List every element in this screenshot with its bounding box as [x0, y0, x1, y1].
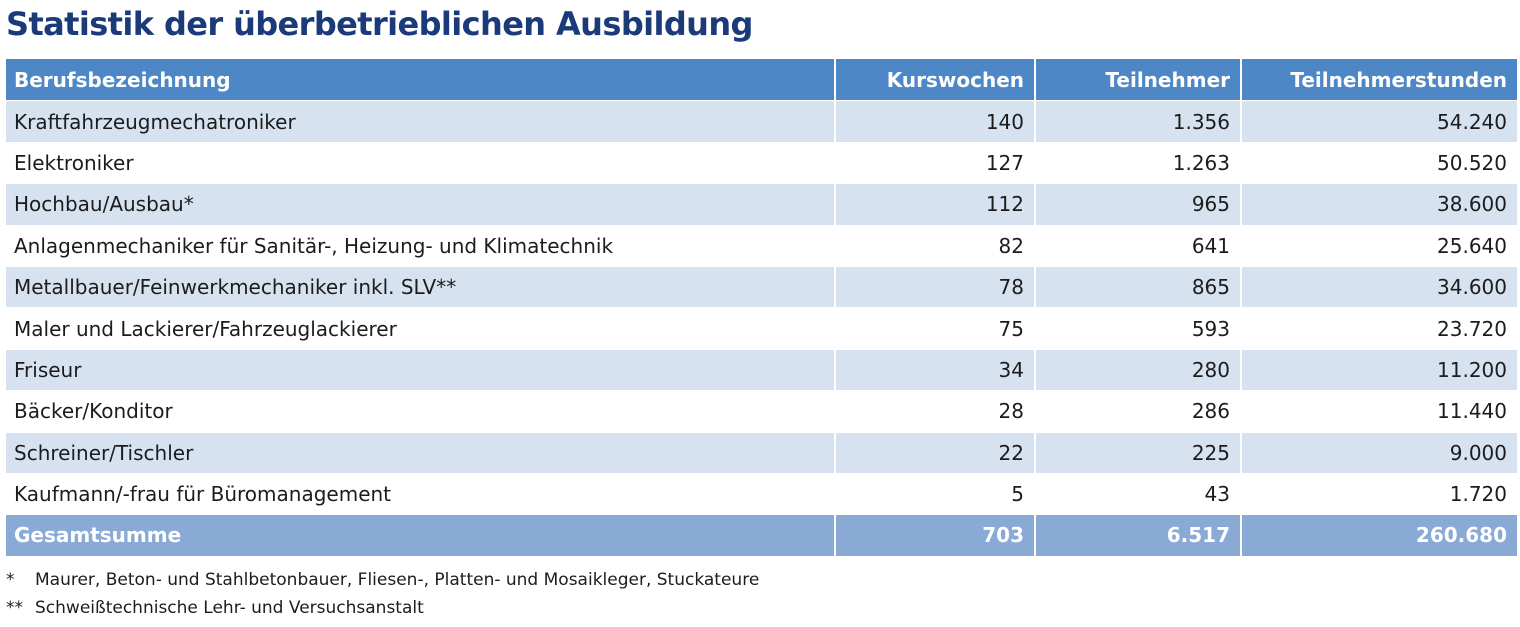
cell-teilnehmer: 641 — [1036, 224, 1242, 266]
footnote-1: * Maurer, Beton- und Stahlbetonbauer, Fl… — [6, 566, 759, 594]
table-row: Kaufmann/-frau für Büromanagement 5 43 1… — [6, 472, 1517, 515]
table-row: Metallbauer/Feinwerkmechaniker inkl. SLV… — [6, 265, 1517, 308]
footnote-text: Schweißtechnische Lehr- und Versuchsanst… — [35, 598, 424, 618]
cell-teilnehmerstunden: 11.200 — [1242, 348, 1517, 391]
header-teilnehmerstunden: Teilnehmerstunden — [1242, 59, 1517, 101]
cell-berufsbezeichnung: Friseur — [6, 348, 836, 391]
cell-teilnehmer: 286 — [1036, 390, 1242, 432]
cell-berufsbezeichnung: Anlagenmechaniker für Sanitär-, Heizung-… — [6, 224, 836, 266]
table-header-row: Berufsbezeichnung Kurswochen Teilnehmer … — [6, 59, 1517, 101]
cell-kurswochen: 78 — [836, 265, 1036, 308]
cell-teilnehmerstunden: 38.600 — [1242, 183, 1517, 225]
table-row: Hochbau/Ausbau* 112 965 38.600 — [6, 183, 1517, 225]
cell-kurswochen: 5 — [836, 472, 1036, 515]
table-row: Friseur 34 280 11.200 — [6, 348, 1517, 391]
cell-kurswochen: 22 — [836, 431, 1036, 473]
cell-teilnehmer: 43 — [1036, 472, 1242, 515]
cell-teilnehmerstunden: 54.240 — [1242, 100, 1517, 142]
cell-teilnehmer: 1.356 — [1036, 100, 1242, 142]
cell-teilnehmerstunden: 25.640 — [1242, 224, 1517, 266]
cell-teilnehmer: 965 — [1036, 183, 1242, 225]
table-row: Maler und Lackierer/Fahrzeuglackierer 75… — [6, 307, 1517, 349]
header-berufsbezeichnung: Berufsbezeichnung — [6, 59, 836, 101]
cell-berufsbezeichnung: Kaufmann/-frau für Büromanagement — [6, 472, 836, 515]
header-teilnehmer: Teilnehmer — [1036, 59, 1242, 101]
cell-teilnehmer: 865 — [1036, 265, 1242, 308]
table-row: Kraftfahrzeugmechatroniker 140 1.356 54.… — [6, 100, 1517, 142]
page-title: Statistik der überbetrieblichen Ausbildu… — [6, 5, 753, 43]
cell-kurswochen: 127 — [836, 141, 1036, 184]
header-kurswochen: Kurswochen — [836, 59, 1036, 101]
cell-kurswochen: 140 — [836, 100, 1036, 142]
table-row: Schreiner/Tischler 22 225 9.000 — [6, 431, 1517, 473]
cell-teilnehmerstunden: 11.440 — [1242, 390, 1517, 432]
cell-teilnehmerstunden: 9.000 — [1242, 431, 1517, 473]
cell-kurswochen: 75 — [836, 307, 1036, 349]
table-row: Elektroniker 127 1.263 50.520 — [6, 141, 1517, 184]
cell-berufsbezeichnung: Maler und Lackierer/Fahrzeuglackierer — [6, 307, 836, 349]
cell-kurswochen: 28 — [836, 390, 1036, 432]
cell-berufsbezeichnung: Metallbauer/Feinwerkmechaniker inkl. SLV… — [6, 265, 836, 308]
cell-teilnehmerstunden: 23.720 — [1242, 307, 1517, 349]
cell-berufsbezeichnung: Kraftfahrzeugmechatroniker — [6, 100, 836, 142]
statistics-table: Berufsbezeichnung Kurswochen Teilnehmer … — [6, 59, 1517, 556]
total-teilnehmerstunden: 260.680 — [1242, 514, 1517, 556]
cell-berufsbezeichnung: Schreiner/Tischler — [6, 431, 836, 473]
table-row: Anlagenmechaniker für Sanitär-, Heizung-… — [6, 224, 1517, 266]
cell-teilnehmerstunden: 1.720 — [1242, 472, 1517, 515]
cell-teilnehmer: 225 — [1036, 431, 1242, 473]
cell-berufsbezeichnung: Bäcker/Konditor — [6, 390, 836, 432]
footnote-text: Maurer, Beton- und Stahlbetonbauer, Flie… — [35, 570, 760, 590]
footnotes: * Maurer, Beton- und Stahlbetonbauer, Fl… — [6, 566, 759, 622]
total-label: Gesamtsumme — [6, 514, 836, 556]
footnote-mark: * — [6, 570, 15, 590]
cell-kurswochen: 82 — [836, 224, 1036, 266]
cell-teilnehmer: 593 — [1036, 307, 1242, 349]
cell-teilnehmer: 280 — [1036, 348, 1242, 391]
table-total-row: Gesamtsumme 703 6.517 260.680 — [6, 514, 1517, 556]
cell-kurswochen: 112 — [836, 183, 1036, 225]
cell-kurswochen: 34 — [836, 348, 1036, 391]
cell-berufsbezeichnung: Hochbau/Ausbau* — [6, 183, 836, 225]
footnote-mark: ** — [6, 598, 23, 618]
cell-teilnehmer: 1.263 — [1036, 141, 1242, 184]
cell-teilnehmerstunden: 50.520 — [1242, 141, 1517, 184]
total-teilnehmer: 6.517 — [1036, 514, 1242, 556]
cell-teilnehmerstunden: 34.600 — [1242, 265, 1517, 308]
table-row: Bäcker/Konditor 28 286 11.440 — [6, 390, 1517, 432]
total-kurswochen: 703 — [836, 514, 1036, 556]
cell-berufsbezeichnung: Elektroniker — [6, 141, 836, 184]
footnote-2: ** Schweißtechnische Lehr- und Versuchsa… — [6, 594, 759, 622]
